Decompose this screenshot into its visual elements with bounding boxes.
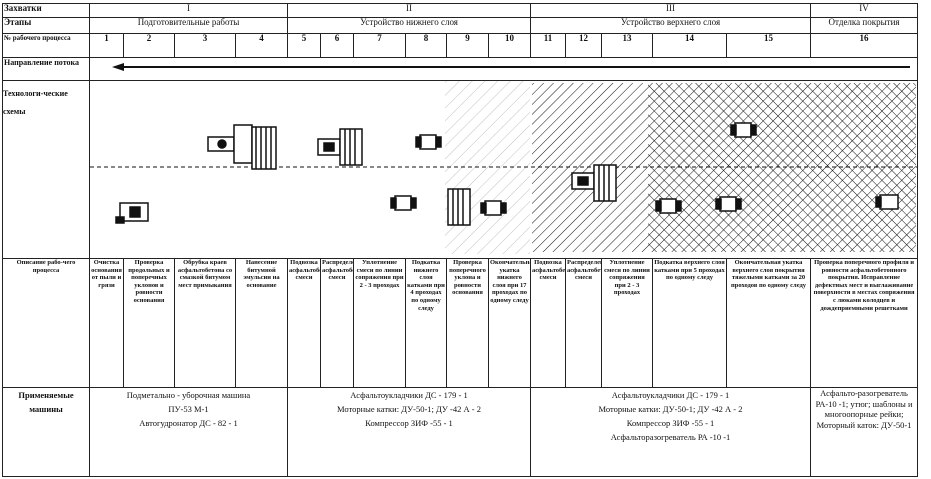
roller-icon	[715, 196, 742, 212]
process-number: 16	[810, 33, 919, 58]
process-description: Уплотнение смеси по линии сопряжения при…	[353, 258, 406, 388]
spraying-bar-icon	[251, 126, 277, 170]
process-description: Проверка поперечного профиля и ровности …	[810, 258, 919, 388]
roller-icon	[730, 122, 757, 138]
stage-4: Отделка покрытия	[810, 17, 919, 34]
machine-item: Моторный каток: ДУ-50-1	[816, 419, 912, 430]
process-number: 1	[89, 33, 124, 58]
asphalt-paver-icon	[447, 188, 471, 226]
process-number: 2	[123, 33, 175, 58]
machines-grip-2: Асфальтоукладчики ДС - 179 - 1 Моторные …	[287, 387, 531, 477]
roller-icon	[415, 134, 442, 150]
machine-item: Моторные катки: ДУ-50-1; ДУ -42 А - 2	[337, 404, 481, 414]
grips-label: Захватки	[2, 3, 90, 18]
roller-icon	[390, 195, 417, 211]
technological-scheme-diagram	[90, 81, 917, 254]
process-description: Проверка поперечного уклона и ровности о…	[446, 258, 489, 388]
asphalt-paver-icon	[339, 128, 363, 166]
stage-1: Подготовительные работы	[89, 17, 288, 34]
process-number: 13	[601, 33, 653, 58]
grip-4: IV	[810, 3, 919, 18]
stages-label: Этапы	[2, 17, 90, 34]
process-description: Нанесение битумной эмульсии на основание	[235, 258, 288, 388]
process-number: 14	[652, 33, 727, 58]
process-number: 3	[174, 33, 236, 58]
machines-label: Применяемые машины	[2, 387, 90, 477]
process-description: Подкатка верхнего слоя катками при 5 про…	[652, 258, 727, 388]
schemes-label: Технологи-ческие схемы	[2, 80, 90, 259]
process-number: 10	[488, 33, 531, 58]
flow-arrow-cell	[88, 57, 919, 81]
process-description: Уплотнение смеси по линии сопряжения при…	[601, 258, 653, 388]
machine-item: Моторные катки: ДУ-50-1; ДУ -42 А - 2	[598, 404, 743, 414]
process-description: Подвозка асфальтобетонной смеси	[530, 258, 566, 388]
schemes-row: Технологи-ческие схемы	[2, 80, 919, 259]
process-number-label: № рабочего процесса	[2, 33, 90, 58]
flow-label: Направление потока	[2, 57, 90, 81]
process-description: Обрубка краев асфальтобетона со смазкой …	[174, 258, 236, 388]
machine-item: Автогудронатор ДС - 82 - 1	[139, 418, 238, 428]
process-description: Подкатка нижнего слоя катками при 4 прох…	[405, 258, 447, 388]
bitumen-distributor-icon	[207, 124, 253, 164]
grips-row: Захватки I II III IV	[2, 3, 919, 18]
description-label: Описание рабо-чего процесса	[2, 258, 90, 388]
process-number: 8	[405, 33, 447, 58]
process-number: 6	[320, 33, 354, 58]
process-number: 5	[287, 33, 321, 58]
machine-item: Асфальто-разогреватель РА-10 -1; утюг; ш…	[815, 388, 913, 420]
process-description: Очистка основания от пыли и грязи	[89, 258, 124, 388]
description-row: Описание рабо-чего процесса Очистка осно…	[2, 258, 919, 388]
machine-item: Компрессор ЗИФ -55 - 1	[626, 418, 715, 428]
flow-arrow-icon	[112, 63, 910, 71]
scheme-drawing-cell	[88, 80, 919, 259]
grip-3: III	[529, 3, 812, 18]
stage-3: Устройство верхнего слоя	[529, 17, 812, 34]
machines-row: Применяемые машины Подметально - уборочн…	[2, 387, 919, 477]
grip-1: I	[89, 3, 288, 18]
machine-item: Асфальтоукладчики ДС - 179 - 1	[350, 390, 468, 400]
process-number: 15	[725, 33, 812, 58]
process-number: 9	[446, 33, 489, 58]
process-number-row: № рабочего процесса 1 2 3 4 5 6 7 8 9 10…	[2, 33, 919, 58]
process-number: 4	[235, 33, 288, 58]
machine-item: Подметально - уборочная машина	[126, 390, 251, 400]
grip-2: II	[287, 3, 531, 18]
machines-grip-3: Асфальтоукладчики ДС - 179 - 1 Моторные …	[529, 387, 812, 477]
process-description: Подвозка асфальтобетонной смеси	[287, 258, 321, 388]
sweeper-machine-icon	[115, 202, 149, 224]
asphalt-paver-icon	[593, 164, 617, 202]
asphalt-heater-icon	[875, 194, 899, 210]
stage-2: Устройство нижнего слоя	[287, 17, 531, 34]
process-description: Окончательная укатка верхнего слоя покры…	[725, 258, 812, 388]
process-description: Распределение асфальтобетонной смеси	[565, 258, 602, 388]
dump-truck-icon	[571, 172, 595, 190]
machines-grip-4: Асфальто-разогреватель РА-10 -1; утюг; ш…	[810, 387, 919, 477]
roller-icon	[480, 200, 507, 216]
machine-item: ПУ-53 М-1	[168, 404, 209, 414]
process-number: 7	[353, 33, 406, 58]
process-description: Проверка продольных и поперечных уклонов…	[123, 258, 175, 388]
machines-grip-1: Подметально - уборочная машина ПУ-53 М-1…	[89, 387, 288, 477]
process-description: Окончательная укатка нижнего слоя при 17…	[488, 258, 531, 388]
process-number: 11	[530, 33, 566, 58]
dump-truck-icon	[317, 138, 341, 156]
roller-icon	[655, 198, 682, 214]
stages-row: Этапы Подготовительные работы Устройство…	[2, 17, 919, 34]
machine-item: Асфальтоукладчики ДС - 179 - 1	[611, 390, 730, 400]
process-description: Распределение асфальтобетонной смеси	[320, 258, 354, 388]
machine-item: Асфальторазогреватель РА -10 -1	[610, 432, 731, 442]
process-number: 12	[565, 33, 602, 58]
machine-item: Компрессор ЗИФ -55 - 1	[365, 418, 453, 428]
flow-row: Направление потока	[2, 57, 919, 81]
process-table: Захватки I II III IV Этапы Подготовитель…	[2, 3, 919, 477]
